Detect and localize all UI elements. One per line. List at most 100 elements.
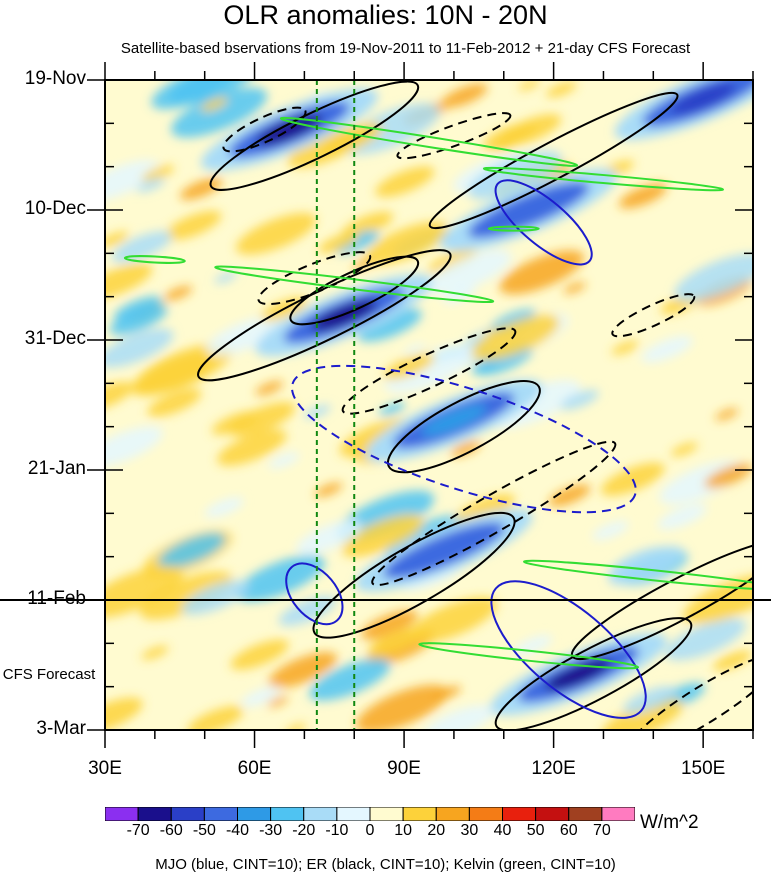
anomaly-patch — [187, 706, 244, 730]
kelvin-contour — [523, 559, 753, 591]
anomaly-patch — [113, 296, 163, 322]
anomaly-patch — [171, 87, 268, 138]
colorbar-swatch — [303, 807, 338, 821]
colorbar-swatch — [601, 807, 635, 821]
colorbar-tick-label: 40 — [493, 822, 512, 839]
anomaly-patch — [287, 128, 364, 168]
colorbar-swatch — [105, 807, 139, 821]
anomaly-patch — [618, 183, 668, 209]
colorbar-tick-label: -60 — [159, 822, 183, 839]
anomaly-patch — [471, 314, 560, 361]
anomaly-patch — [105, 328, 174, 368]
anomaly-patch — [268, 652, 338, 688]
anomaly-patch — [404, 344, 426, 355]
anomaly-patch — [518, 80, 540, 91]
anomaly-patch — [105, 697, 143, 730]
colorbar-tick-label: 20 — [427, 822, 446, 839]
y-tick-label: 3-Mar — [36, 718, 86, 739]
kelvin-contour — [482, 166, 725, 192]
colorbar-tick-label: -20 — [292, 822, 316, 839]
kelvin-contour — [279, 116, 579, 167]
contour-legend: MJO (blue, CINT=10); ER (black, CINT=10)… — [155, 856, 616, 873]
anomaly-patch — [368, 627, 425, 657]
colorbar-tick-label: 60 — [559, 822, 578, 839]
anomaly-patch — [364, 221, 448, 265]
anomaly-patch — [608, 546, 685, 586]
anomaly-patch — [641, 335, 693, 363]
anomaly-patch — [235, 213, 317, 255]
anomaly-patch — [560, 389, 600, 410]
er-contour — [371, 440, 617, 587]
x-tick-label: 90E — [387, 758, 421, 779]
colorbar-swatch — [170, 807, 205, 821]
y-tick-label: 19-Nov — [24, 68, 86, 89]
colorbar-tick-label: -40 — [225, 822, 250, 839]
anomaly-patch — [441, 83, 488, 108]
colorbar-swatch — [137, 807, 172, 821]
colorbar-swatch — [336, 807, 371, 821]
colorbar-tick-label: 10 — [394, 822, 413, 839]
anomaly-event-core — [256, 113, 323, 146]
colorbar-tick-label: 70 — [592, 822, 611, 839]
colorbar-tick-label: 0 — [365, 822, 375, 839]
anomaly-patch — [235, 555, 325, 602]
x-tick-label: 120E — [531, 758, 576, 779]
x-tick-label: 60E — [237, 758, 272, 779]
anomaly-patch — [214, 271, 238, 284]
forecast-label: CFS Forecast — [2, 666, 96, 683]
y-tick-label: 11-Feb — [27, 588, 86, 609]
er-contour — [289, 255, 420, 326]
anomaly-event-core — [496, 194, 562, 226]
anomaly-patch — [181, 580, 249, 615]
chart-subtitle: Satellite-based bservations from 19-Nov-… — [120, 40, 691, 57]
anomaly-patch — [105, 565, 184, 618]
anomaly-patch — [433, 685, 461, 701]
kelvin-contour — [487, 225, 540, 232]
anomaly-patch — [278, 596, 337, 626]
anomaly-patch — [715, 408, 739, 421]
anomaly-patch — [333, 230, 380, 255]
anomaly-patch — [356, 684, 448, 730]
anomaly-patch — [674, 253, 753, 302]
anomaly-patch — [450, 440, 481, 457]
anomaly-patch — [217, 429, 287, 466]
anomaly-patch — [131, 353, 213, 396]
anomaly-patch — [592, 521, 629, 540]
anomaly-patch — [179, 177, 223, 200]
anomaly-patch — [601, 698, 683, 730]
anomaly-patch — [267, 696, 289, 708]
colorbar-tick-label: -70 — [126, 822, 150, 839]
er-contour — [611, 293, 696, 338]
colorbar-swatch — [270, 807, 305, 821]
colorbar-tick-label: 50 — [526, 822, 545, 839]
anomaly-patch — [200, 97, 228, 112]
anomaly-event-core — [670, 83, 736, 115]
anomaly-patch — [712, 650, 752, 671]
colorbar-swatch — [435, 807, 470, 821]
er-contour — [341, 327, 517, 415]
colorbar-swatch — [402, 807, 437, 821]
anomaly-patch — [670, 442, 698, 457]
colorbar-units: W/m^2 — [640, 812, 699, 833]
anomaly-patch — [309, 658, 391, 701]
anomaly-patch — [341, 211, 394, 239]
colorbar — [105, 807, 635, 821]
anomaly-patch — [361, 610, 418, 640]
kelvin-contour — [123, 255, 186, 264]
colorbar-swatch — [203, 807, 238, 821]
y-tick-label: 21-Jan — [27, 458, 86, 479]
anomaly-patch — [623, 686, 676, 714]
anomaly-patch — [141, 165, 174, 182]
anomaly-patch — [422, 704, 494, 730]
colorbar-tick-label: -10 — [325, 822, 349, 839]
anomaly-patch — [163, 285, 193, 301]
anomaly-event-core — [421, 404, 487, 437]
colorbar-swatch — [468, 807, 503, 821]
anomaly-patch — [151, 80, 232, 110]
anomaly-patch — [314, 482, 343, 497]
anomaly-patch — [318, 232, 359, 254]
anomaly-patch — [341, 514, 424, 557]
anomaly-patch — [357, 308, 422, 342]
er-contour — [625, 654, 753, 730]
